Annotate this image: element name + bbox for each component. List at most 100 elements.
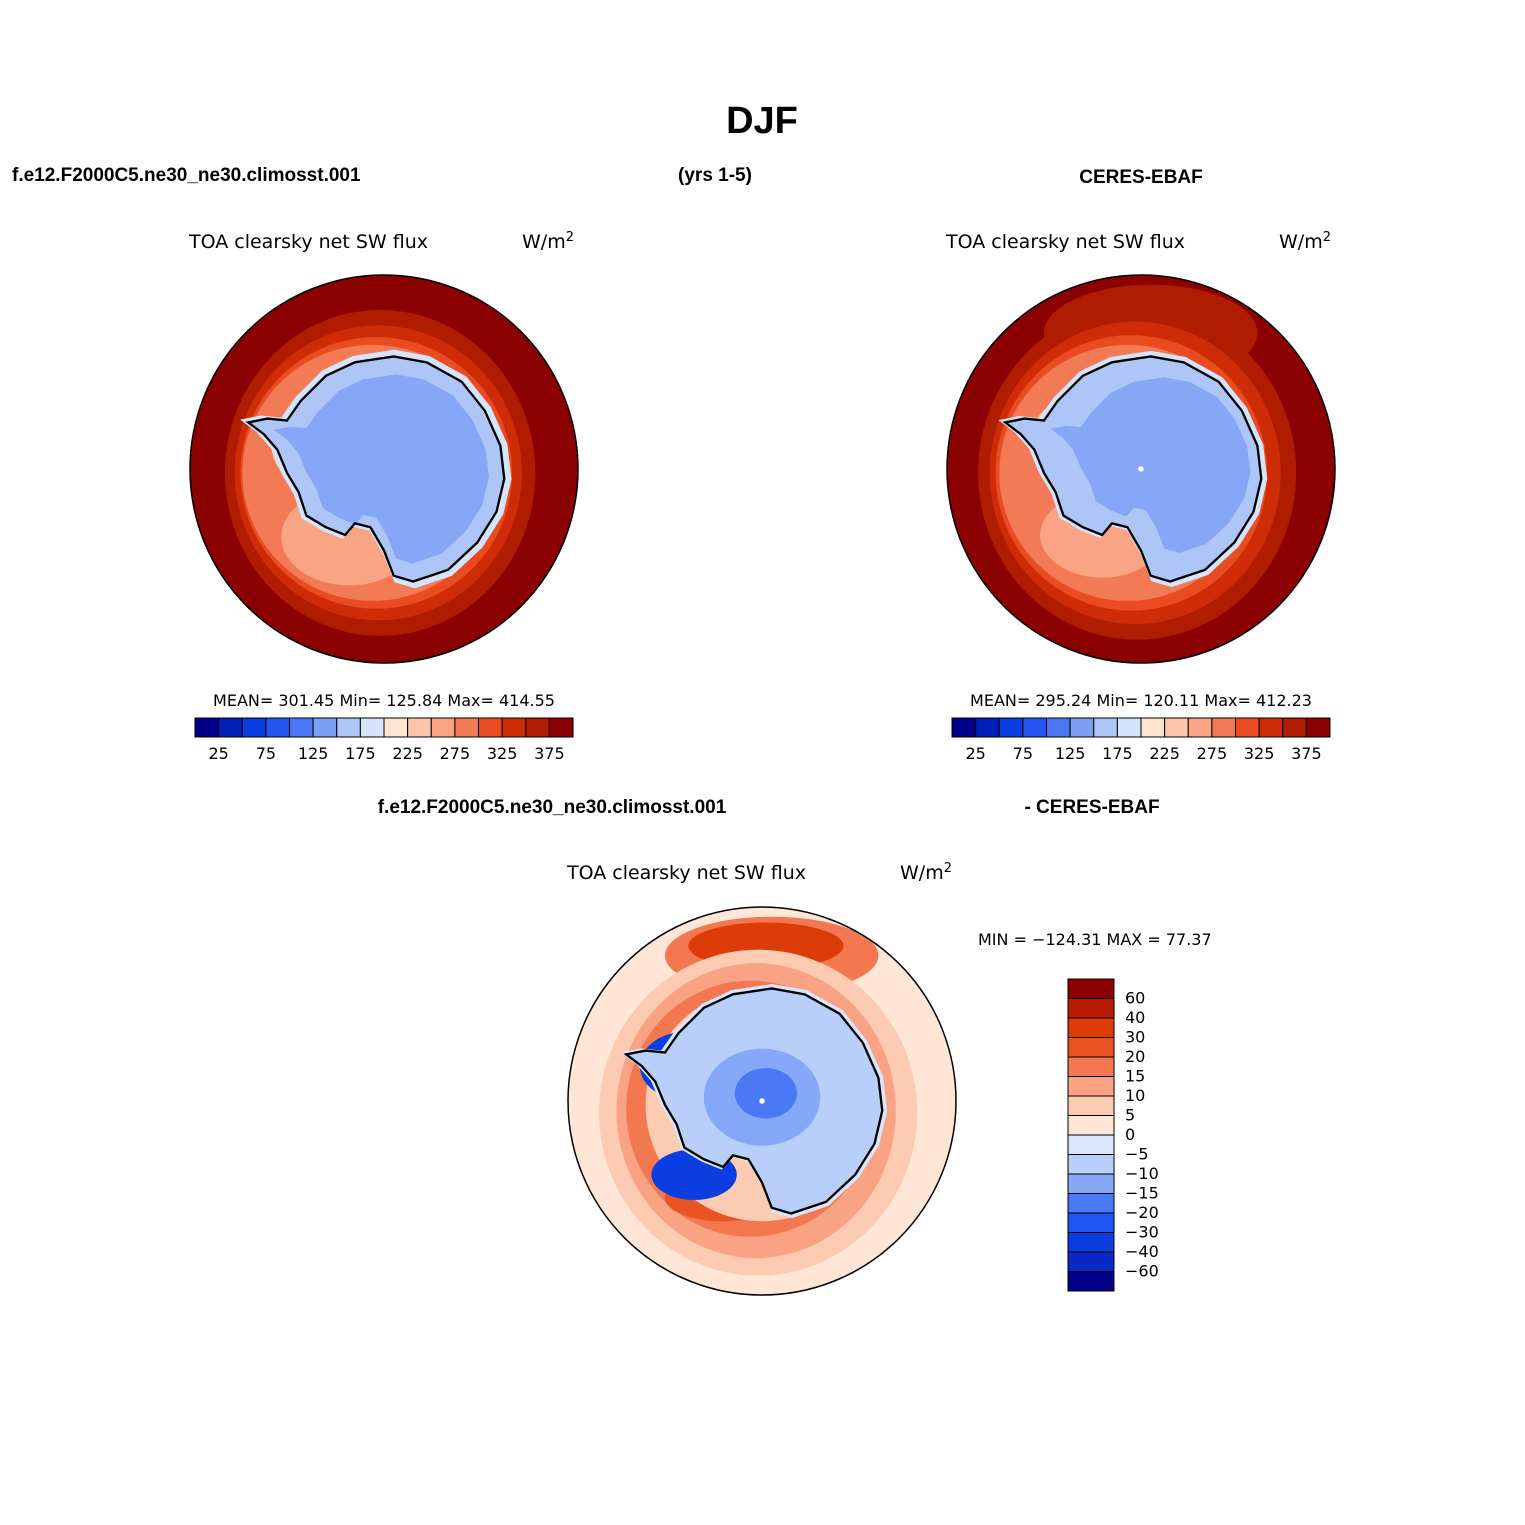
colorbar-box (975, 717, 1000, 738)
colorbar-box (1067, 1134, 1115, 1155)
colorbar-box (1187, 717, 1213, 738)
colorbar-tick-label: 10 (1125, 1086, 1145, 1105)
colorbar-tick-label: 175 (1102, 744, 1133, 763)
colorbar-tick-label: 0 (1125, 1125, 1135, 1144)
colorbar-box (454, 717, 479, 738)
colorbar-tick-label: 225 (392, 744, 423, 763)
colorbar-tick-label: 375 (534, 744, 565, 763)
top-right-label: CERES-EBAF (1079, 167, 1203, 188)
panel-model-map (190, 275, 578, 663)
colorbar-tick-label: 275 (1197, 744, 1228, 763)
colorbar-box (1069, 717, 1095, 738)
bottom-right-label: - CERES-EBAF (1024, 797, 1159, 818)
panel-diff-units: W/m2 (900, 861, 952, 884)
colorbar-tick-label: 325 (487, 744, 518, 763)
top-middle-label: (yrs 1-5) (678, 165, 752, 186)
panel-model-stats: MEAN= 301.45 Min= 125.84 Max= 414.55 (213, 691, 555, 710)
colorbar-box (951, 717, 977, 738)
colorbar-box (1067, 998, 1115, 1019)
colorbar-tick-label: 325 (1244, 744, 1275, 763)
colorbar-box (1067, 1193, 1115, 1214)
colorbar-box (1067, 978, 1115, 999)
colorbar-box (1067, 1115, 1115, 1136)
panel-model-title: TOA clearsky net SW flux (188, 231, 428, 253)
colorbar-box (1067, 1056, 1115, 1077)
colorbar-box (1067, 1173, 1115, 1194)
colorbar-box (1211, 717, 1236, 738)
panel-model-colorbar: 25 75 125 175 225 275 325 375 (194, 717, 574, 763)
colorbar-box (1067, 1212, 1115, 1233)
colorbar-box (241, 717, 267, 738)
panel-obs-map (947, 275, 1335, 663)
colorbar-tick-label: 75 (256, 744, 276, 763)
colorbar-box (1067, 1017, 1115, 1038)
colorbar-tick-label: 5 (1125, 1106, 1135, 1125)
colorbar-tick-label: 275 (440, 744, 471, 763)
colorbar-box (1164, 717, 1189, 738)
bottom-left-label: f.e12.F2000C5.ne30_ne30.climosst.001 (378, 797, 727, 818)
colorbar-box (1067, 1095, 1115, 1116)
colorbar-box (1305, 717, 1331, 738)
colorbar-tick-label: 25 (208, 744, 228, 763)
colorbar-tick-label: 40 (1125, 1008, 1145, 1027)
panel-obs-title: TOA clearsky net SW flux (945, 231, 1185, 253)
colorbar-box (1046, 717, 1071, 738)
colorbar-tick-label: −15 (1125, 1184, 1159, 1203)
panel-obs-colorbar: 25 75 125 175 225 275 325 375 (951, 717, 1331, 763)
colorbar-box (525, 717, 550, 738)
colorbar-box (1116, 717, 1142, 738)
colorbar-tick-label: −20 (1125, 1203, 1159, 1222)
colorbar-box (1067, 1271, 1115, 1292)
colorbar-box (359, 717, 385, 738)
panel-diff-stats: MIN = −124.31 MAX = 77.37 (978, 930, 1212, 949)
colorbar-box (1067, 1154, 1115, 1175)
top-left-label: f.e12.F2000C5.ne30_ne30.climosst.001 (12, 165, 361, 186)
colorbar-tick-label: −40 (1125, 1242, 1159, 1261)
panel-obs-stats: MEAN= 295.24 Min= 120.11 Max= 412.23 (970, 691, 1312, 710)
colorbar-box (998, 717, 1024, 738)
colorbar-box (218, 717, 243, 738)
colorbar-box (265, 717, 290, 738)
colorbar-tick-label: 125 (298, 744, 329, 763)
colorbar-box (1258, 717, 1284, 738)
colorbar-tick-label: 375 (1291, 744, 1322, 763)
colorbar-box (336, 717, 361, 738)
colorbar-box (430, 717, 456, 738)
panel-model-units: W/m2 (522, 230, 574, 253)
colorbar-box (1067, 1076, 1115, 1097)
colorbar-box (1140, 717, 1166, 738)
colorbar-box (501, 717, 527, 738)
colorbar-box (1282, 717, 1307, 738)
colorbar-tick-label: 225 (1149, 744, 1180, 763)
colorbar-box (194, 717, 220, 738)
panel-diff-title: TOA clearsky net SW flux (566, 862, 806, 884)
colorbar-tick-label: −60 (1125, 1262, 1159, 1281)
panel-obs: TOA clearsky net SW flux W/m2 MEAN= 295.… (945, 230, 1336, 763)
colorbar-tick-label: −10 (1125, 1164, 1159, 1183)
colorbar-tick-label: 30 (1125, 1028, 1145, 1047)
panel-model: TOA clearsky net SW flux W/m2 MEAN= 301.… (188, 230, 579, 763)
colorbar-tick-label: 60 (1125, 989, 1145, 1008)
panel-obs-units: W/m2 (1279, 230, 1331, 253)
colorbar-box (1093, 717, 1118, 738)
colorbar-box (1067, 1037, 1115, 1058)
panel-diff: TOA clearsky net SW flux W/m2 (566, 861, 1212, 1296)
figure-title: DJF (726, 100, 798, 142)
colorbar-tick-label: 20 (1125, 1047, 1145, 1066)
colorbar-tick-label: 125 (1055, 744, 1086, 763)
colorbar-box (1235, 717, 1260, 738)
colorbar-tick-label: −5 (1125, 1145, 1149, 1164)
colorbar-box (407, 717, 432, 738)
colorbar-box (478, 717, 503, 738)
colorbar-box (1067, 1232, 1115, 1253)
colorbar-box (289, 717, 314, 738)
colorbar-box (383, 717, 409, 738)
colorbar-tick-label: −30 (1125, 1223, 1159, 1242)
colorbar-box (1067, 1251, 1115, 1272)
colorbar-box (548, 717, 574, 738)
colorbar-tick-label: 25 (965, 744, 985, 763)
colorbar-tick-label: 175 (345, 744, 376, 763)
colorbar-tick-label: 75 (1013, 744, 1033, 763)
